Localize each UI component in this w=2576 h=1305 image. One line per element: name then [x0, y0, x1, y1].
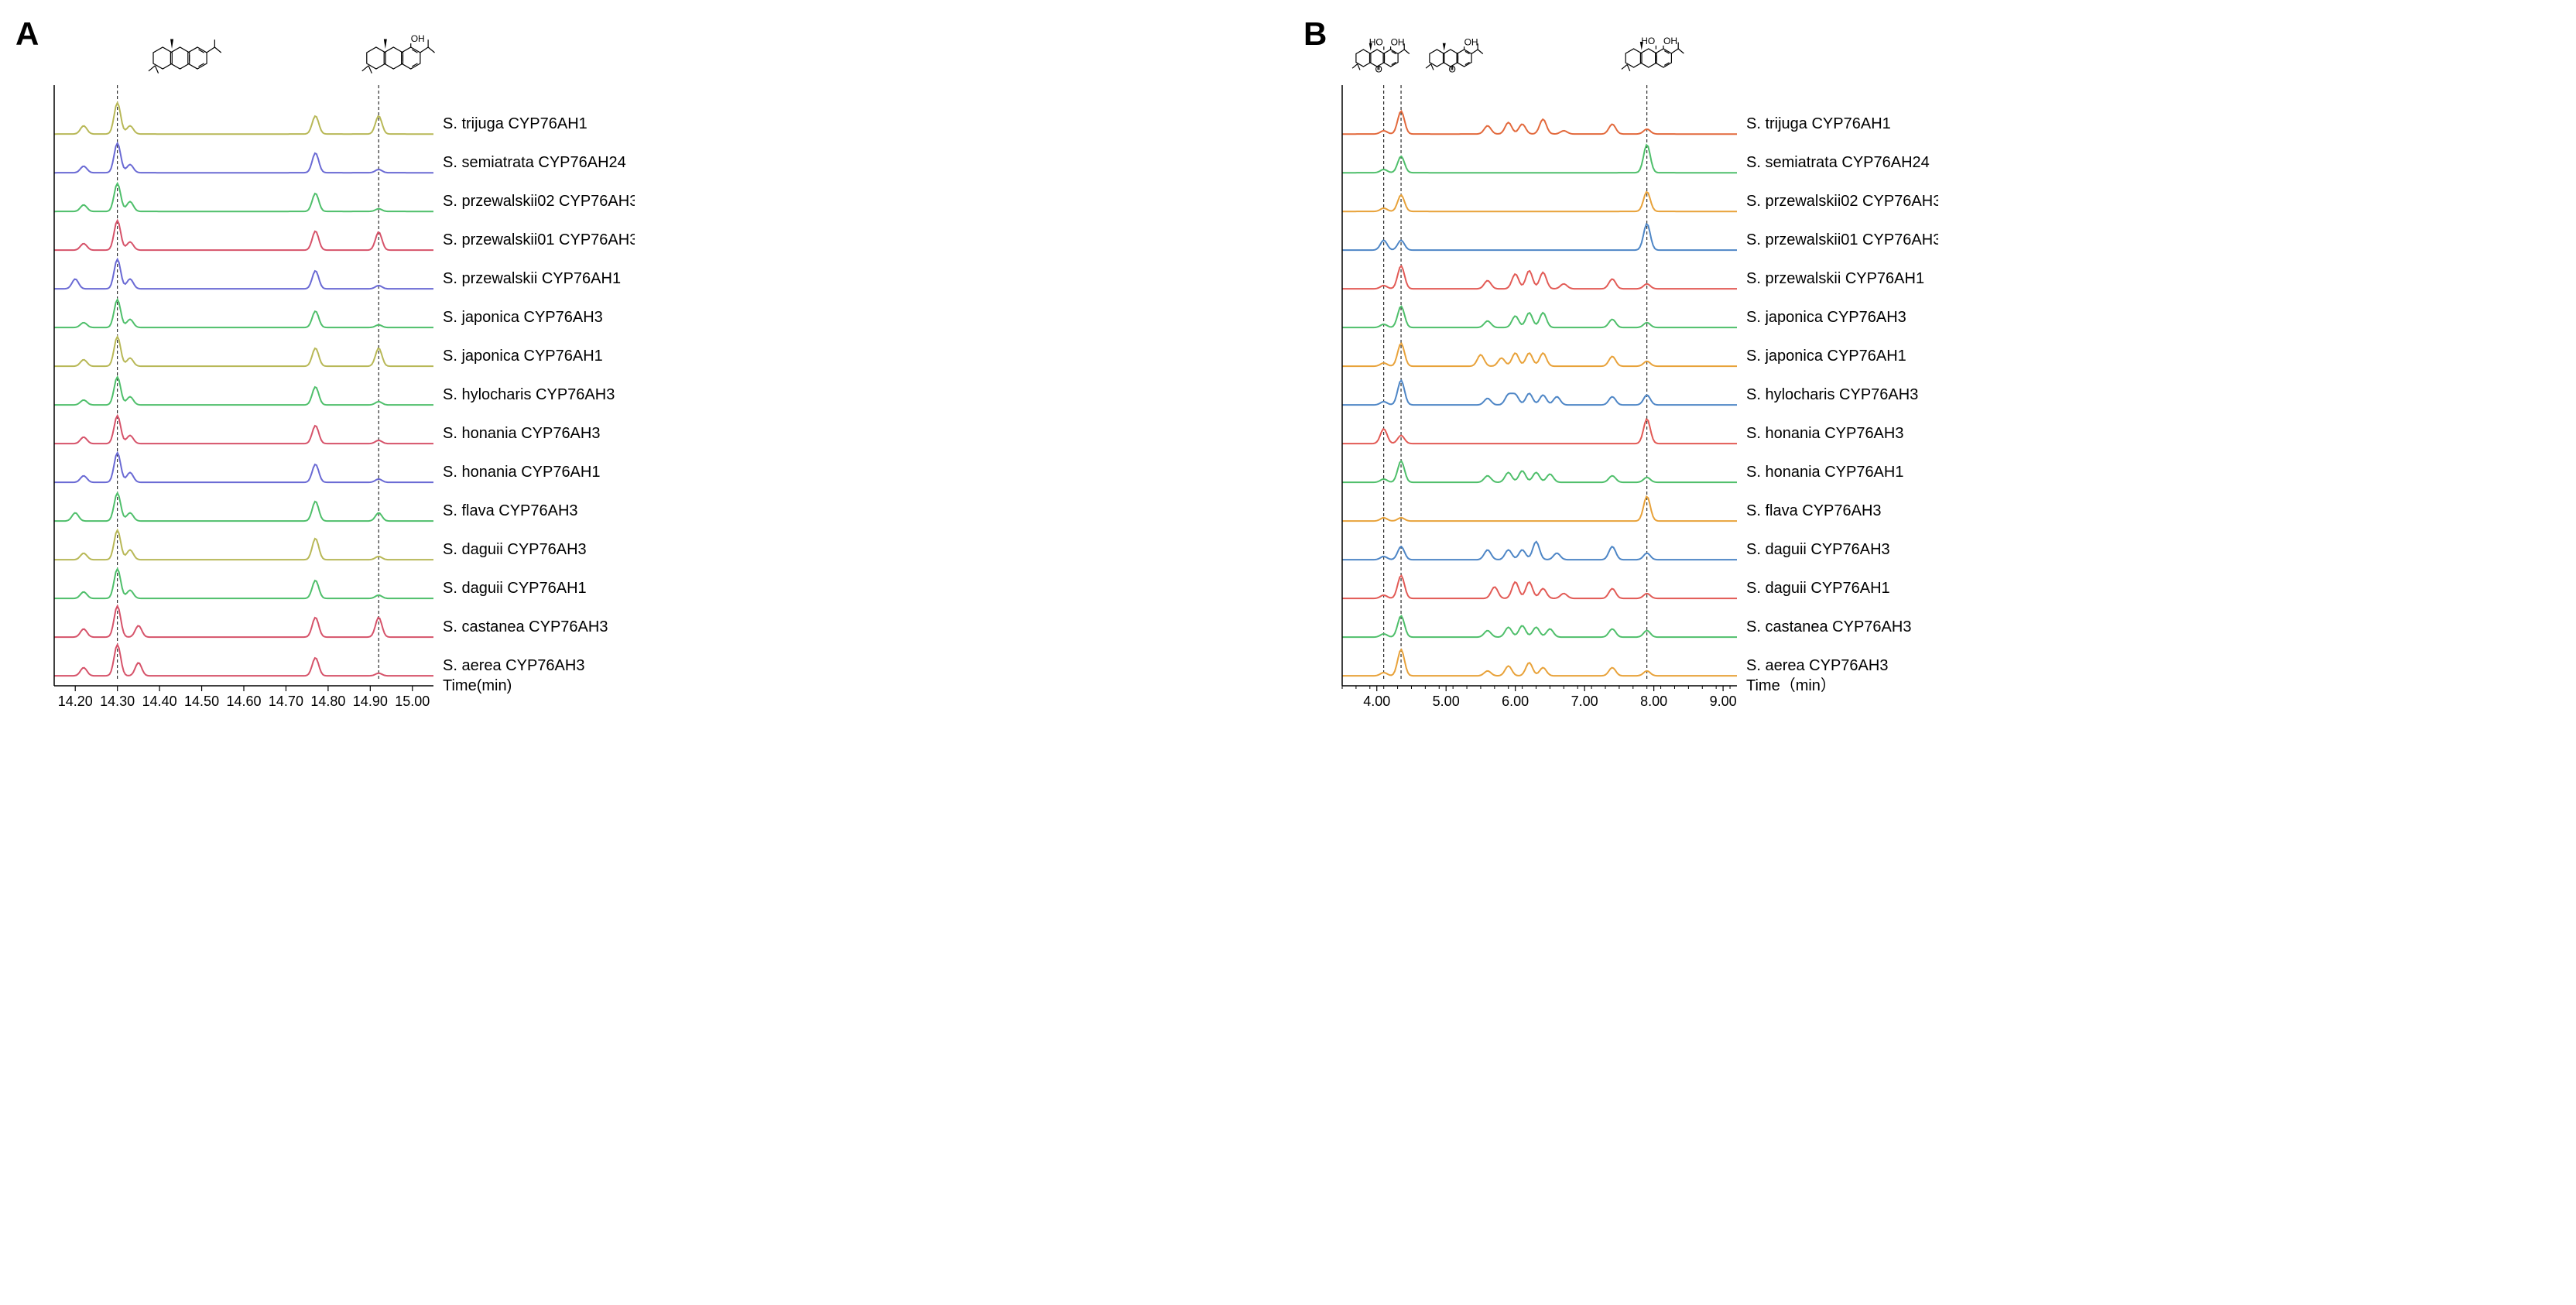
chromatogram-trace: [54, 183, 433, 211]
x-tick-label: 9.00: [1710, 694, 1737, 709]
chromatogram-trace: [54, 337, 433, 366]
svg-text:HO: HO: [1641, 36, 1655, 46]
trace-label: S. japonica CYP76AH1: [443, 348, 603, 365]
trace-label: S. daguii CYP76AH3: [443, 541, 587, 558]
trace-label: S. przewalskii02 CYP76AH3: [1746, 193, 1938, 210]
svg-text:OH: OH: [1663, 36, 1677, 46]
trace-label: S. castanea CYP76AH3: [1746, 618, 1911, 635]
x-tick-label: 14.40: [142, 694, 177, 709]
panel-b: B OHHOOOHOOHHOS. trijuga CYP76AH1S. semi…: [1303, 15, 2561, 762]
trace-label: S. semiatrata CYP76AH24: [1746, 154, 1930, 171]
x-tick-label: 8.00: [1640, 694, 1667, 709]
x-tick-label: 4.00: [1363, 694, 1390, 709]
trace-label: S. flava CYP76AH3: [1746, 502, 1882, 519]
x-axis-title: Time（min）: [1746, 676, 1836, 694]
trace-label: S. daguii CYP76AH1: [443, 580, 587, 597]
chromatogram-trace: [54, 300, 433, 327]
x-tick-label: 14.50: [184, 694, 219, 709]
chromatogram-trace: [54, 143, 433, 173]
panel-b-label: B: [1303, 15, 1327, 53]
x-tick-label: 14.80: [310, 694, 345, 709]
trace-label: S. trijuga CYP76AH1: [1746, 115, 1891, 132]
svg-text:HO: HO: [1369, 37, 1383, 48]
x-tick-label: 7.00: [1571, 694, 1598, 709]
chromatogram-trace: [54, 416, 433, 444]
trace-label: S. daguii CYP76AH3: [1746, 541, 1890, 558]
panel-a: A OH S. trijuga CYP76AH1 S. semiatrata CYP…: [15, 15, 1273, 762]
chromatogram-trace: [54, 221, 433, 250]
trace-label: S. hylocharis CYP76AH3: [443, 386, 615, 403]
svg-text:OH: OH: [1391, 37, 1405, 48]
trace-label: S. daguii CYP76AH1: [1746, 580, 1890, 597]
trace-label: S. honania CYP76AH1: [443, 464, 600, 481]
chromatogram-trace: [54, 103, 433, 134]
chromatogram-trace: [54, 259, 433, 289]
svg-text:OH: OH: [1464, 37, 1478, 48]
trace-label: S. aerea CYP76AH3: [1746, 657, 1888, 674]
svg-text:OH: OH: [411, 33, 425, 44]
trace-label: S. castanea CYP76AH3: [443, 618, 608, 635]
trace-label: S. trijuga CYP76AH1: [443, 115, 587, 132]
figure-container: A OH S. trijuga CYP76AH1 S. semiatrata CYP…: [15, 15, 2561, 762]
panel-a-label: A: [15, 15, 39, 53]
trace-label: S. honania CYP76AH3: [1746, 425, 1903, 442]
chromatogram-trace: [54, 530, 433, 560]
x-tick-label: 6.00: [1502, 694, 1529, 709]
chromatogram-trace: [54, 493, 433, 521]
x-axis-title: Time(min): [443, 677, 512, 694]
chromatogram-trace: [54, 606, 433, 637]
x-tick-label: 5.00: [1433, 694, 1460, 709]
trace-label: S. japonica CYP76AH3: [1746, 309, 1906, 326]
trace-label: S. semiatrata CYP76AH24: [443, 154, 626, 171]
panel-b-chart: OHHOOOHOOHHOS. trijuga CYP76AH1S. semiat…: [1303, 15, 1938, 759]
panel-a-chart: OH S. trijuga CYP76AH1 S. semiatrata CYP76…: [15, 15, 635, 759]
x-tick-label: 14.70: [269, 694, 303, 709]
trace-label: S. przewalskii01 CYP76AH3: [443, 231, 635, 248]
chromatogram-trace: [54, 569, 433, 598]
x-tick-label: 15.00: [395, 694, 430, 709]
x-tick-label: 14.20: [58, 694, 93, 709]
trace-label: S. honania CYP76AH1: [1746, 464, 1903, 481]
trace-label: S. przewalskii01 CYP76AH3: [1746, 231, 1938, 248]
trace-label: S. japonica CYP76AH3: [443, 309, 603, 326]
chromatogram-trace: [54, 645, 433, 676]
trace-label: S. hylocharis CYP76AH3: [1746, 386, 1918, 403]
trace-label: S. przewalskii CYP76AH1: [1746, 270, 1924, 287]
x-tick-label: 14.60: [226, 694, 261, 709]
chromatogram-trace: [54, 453, 433, 482]
chromatogram-trace: [54, 377, 433, 405]
trace-label: S. flava CYP76AH3: [443, 502, 578, 519]
trace-label: S. aerea CYP76AH3: [443, 657, 584, 674]
x-tick-label: 14.90: [353, 694, 388, 709]
x-tick-label: 14.30: [100, 694, 135, 709]
trace-label: S. japonica CYP76AH1: [1746, 348, 1906, 365]
trace-label: S. przewalskii CYP76AH1: [443, 270, 621, 287]
trace-label: S. przewalskii02 CYP76AH3: [443, 193, 635, 210]
trace-label: S. honania CYP76AH3: [443, 425, 600, 442]
